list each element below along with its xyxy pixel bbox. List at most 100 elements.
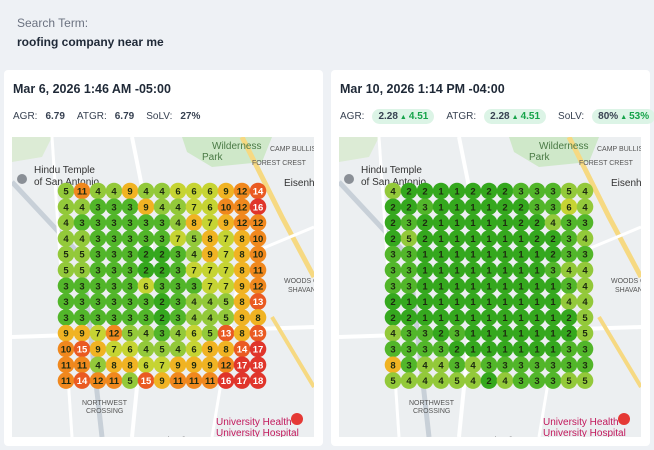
rank-label: 2 <box>470 187 475 198</box>
rank-label: 1 <box>486 345 492 356</box>
rank-label: 14 <box>237 345 248 356</box>
rank-label: 1 <box>518 345 524 356</box>
rank-label: 4 <box>582 234 588 245</box>
rank-label: 1 <box>422 313 428 324</box>
rank-dot <box>496 340 514 358</box>
rank-label: 2 <box>534 218 539 229</box>
rank-dot <box>121 182 139 200</box>
rank-label: 2 <box>390 313 395 324</box>
rank-dot <box>416 245 434 263</box>
rank-label: 1 <box>406 297 412 308</box>
rank-dot <box>73 198 91 216</box>
rank-dot <box>512 356 530 374</box>
rank-dot <box>544 372 562 389</box>
rank-label: 6 <box>207 202 212 213</box>
rank-dot <box>57 324 75 342</box>
rank-label: 3 <box>566 250 571 261</box>
rank-dot <box>89 214 107 231</box>
rank-dot <box>432 340 450 358</box>
map-label: of San Antonio <box>361 177 426 188</box>
rank-dot <box>384 261 402 279</box>
rank-dot <box>448 340 466 358</box>
rank-label: 4 <box>422 376 428 387</box>
rank-dot <box>384 182 402 200</box>
rank-label: 3 <box>390 281 395 292</box>
rank-dot <box>576 309 594 326</box>
rank-dot <box>201 372 219 389</box>
rank-label: 11 <box>77 187 88 198</box>
rank-label: 3 <box>534 360 539 371</box>
rank-label: 12 <box>253 281 264 292</box>
rank-label: 1 <box>550 313 556 324</box>
rank-dot <box>544 324 562 342</box>
rank-label: 4 <box>79 202 85 213</box>
rank-label: 1 <box>422 297 428 308</box>
rank-label: 1 <box>534 250 540 261</box>
rank-dot <box>416 309 434 326</box>
rank-dot <box>249 324 267 342</box>
metric: AGR: 2.28 ▲ 4.51 <box>340 108 435 124</box>
rank-dot <box>153 277 171 295</box>
rank-label: 1 <box>454 234 460 245</box>
rank-label: 2 <box>550 250 555 261</box>
rank-dot <box>400 245 418 263</box>
rank-label: 9 <box>127 187 132 198</box>
rank-dot <box>432 198 450 216</box>
rank-label: 4 <box>422 360 428 371</box>
rank-dot <box>217 356 235 374</box>
map-label: University Health <box>216 417 292 428</box>
rank-dot <box>89 198 107 216</box>
map-label: University Health <box>543 417 619 428</box>
rank-label: 1 <box>454 187 460 198</box>
rank-label: 3 <box>95 234 100 245</box>
rank-label: 3 <box>191 281 196 292</box>
rank-label: 1 <box>550 329 556 340</box>
rank-dot <box>201 245 219 263</box>
rank-label: 3 <box>566 281 571 292</box>
rank-label: 13 <box>253 297 264 308</box>
map-label: University Hospital <box>543 428 626 437</box>
rank-label: 10 <box>221 202 232 213</box>
metric-value: 80% <box>598 110 619 122</box>
rank-label: 3 <box>95 266 100 277</box>
map-label: Google <box>343 436 381 437</box>
rank-label: 1 <box>470 281 476 292</box>
rank-dot <box>217 214 235 231</box>
rank-dot <box>73 309 91 326</box>
rank-label: 1 <box>502 234 508 245</box>
map-label: Map data ©2026 Google <box>150 436 226 437</box>
rank-dot <box>121 198 139 216</box>
rank-dot <box>448 261 466 279</box>
rank-dot <box>89 277 107 295</box>
rank-dot <box>249 182 267 200</box>
rank-dot <box>57 277 75 295</box>
rank-label: 1 <box>534 266 540 277</box>
rank-dot <box>105 356 123 374</box>
rank-label: 2 <box>406 202 411 213</box>
rank-dot <box>105 245 123 263</box>
rank-label: 14 <box>77 376 88 387</box>
rank-dot <box>233 277 251 295</box>
rank-label: 1 <box>470 313 476 324</box>
rank-label: 3 <box>79 313 84 324</box>
rank-dot <box>416 214 434 231</box>
rank-dot <box>233 230 251 247</box>
rank-dot <box>560 324 578 342</box>
rank-label: 5 <box>63 250 69 261</box>
rank-dot <box>400 293 418 310</box>
rank-dot <box>185 372 203 389</box>
rank-label: 2 <box>566 313 571 324</box>
rank-label: 1 <box>486 202 492 213</box>
rank-dot <box>448 277 466 295</box>
rank-label: 3 <box>566 345 571 356</box>
rank-label: 4 <box>470 360 476 371</box>
rank-dot <box>89 245 107 263</box>
rank-label: 3 <box>159 281 164 292</box>
rank-label: 5 <box>127 329 133 340</box>
rank-label: 1 <box>438 281 444 292</box>
rank-label: 3 <box>518 187 523 198</box>
rank-dot <box>217 309 235 326</box>
rank-label: 1 <box>454 218 460 229</box>
rank-dot <box>560 182 578 200</box>
rank-label: 18 <box>253 376 264 387</box>
